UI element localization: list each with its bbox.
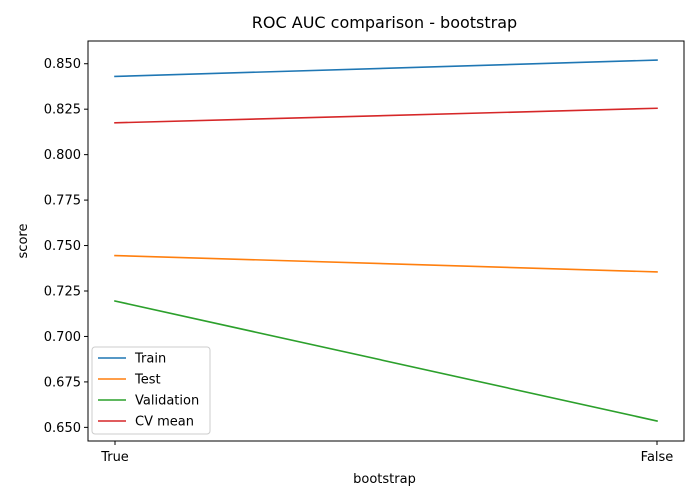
x-tick-label: True bbox=[100, 450, 129, 465]
axis-ticks: 0.650 0.675 0.700 0.725 0.750 0.775 0.800 0.825… bbox=[44, 57, 674, 465]
plot-frame bbox=[87, 40, 685, 442]
x-tick-label: False bbox=[641, 450, 674, 465]
y-tick-label: 0.700 bbox=[44, 330, 81, 345]
y-tick-label: 0.775 bbox=[44, 194, 81, 209]
legend-label: Validation bbox=[135, 394, 199, 409]
legend: Train Test Validation CV mean bbox=[91, 346, 211, 435]
chart-title: ROC AUC comparison - bootstrap bbox=[252, 13, 517, 32]
legend-label: CV mean bbox=[135, 415, 194, 430]
series-line-test bbox=[114, 254, 658, 273]
legend-box bbox=[91, 346, 211, 435]
y-tick-label: 0.800 bbox=[44, 148, 81, 163]
series-line-validation bbox=[114, 300, 658, 422]
y-tick-label: 0.850 bbox=[44, 57, 81, 72]
legend-label: Test bbox=[134, 373, 161, 388]
x-axis-label: bootstrap bbox=[353, 472, 416, 487]
series-line-train bbox=[114, 59, 658, 78]
y-axis-label: score bbox=[16, 224, 31, 259]
series-lines bbox=[114, 59, 658, 422]
y-tick-label: 0.725 bbox=[44, 285, 81, 300]
y-tick-label: 0.650 bbox=[44, 421, 81, 436]
y-tick-label: 0.675 bbox=[44, 375, 81, 390]
y-tick-label: 0.825 bbox=[44, 103, 81, 118]
y-tick-label: 0.750 bbox=[44, 239, 81, 254]
legend-label: Train bbox=[134, 352, 166, 367]
series-line-cv-mean bbox=[114, 107, 658, 124]
